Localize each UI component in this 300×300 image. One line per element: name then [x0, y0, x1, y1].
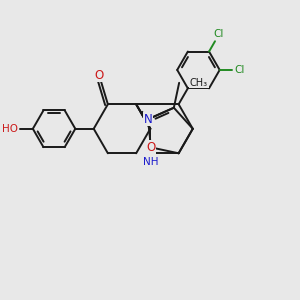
- Text: HO: HO: [2, 124, 18, 134]
- Text: Cl: Cl: [234, 65, 245, 75]
- Text: Cl: Cl: [214, 29, 224, 39]
- Text: NH: NH: [142, 157, 158, 167]
- Text: O: O: [146, 141, 156, 154]
- Text: O: O: [94, 69, 104, 82]
- Text: CH₃: CH₃: [190, 78, 208, 88]
- Text: N: N: [144, 113, 152, 126]
